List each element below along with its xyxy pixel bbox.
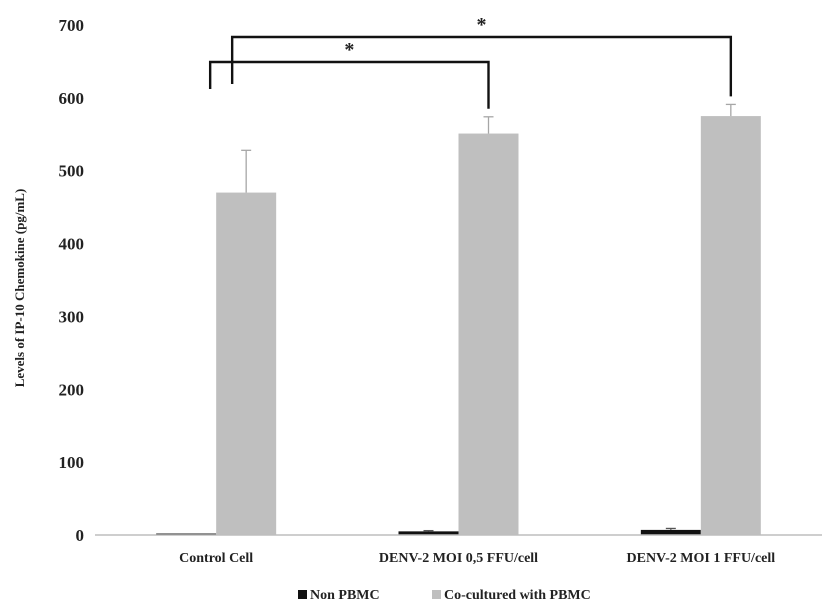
legend: Non PBMC Co-cultured with PBMC <box>298 588 591 603</box>
x-tick-label: Control Cell <box>179 551 253 566</box>
y-tick-label: 500 <box>59 162 85 181</box>
bar <box>398 531 459 535</box>
bar <box>700 116 761 536</box>
y-tick-label: 200 <box>59 380 85 399</box>
legend-swatch <box>298 590 307 599</box>
x-tick-label: DENV-2 MOI 0,5 FFU/cell <box>379 551 538 566</box>
y-tick-label: 400 <box>59 235 85 254</box>
significance-label: * <box>477 14 487 36</box>
y-tick-label: 100 <box>59 453 85 472</box>
y-tick-label: 600 <box>59 89 85 108</box>
significance-label: * <box>344 39 354 61</box>
y-axis: 0 100 200 300 400 500 600 700 <box>59 16 85 545</box>
error-bars <box>241 103 736 532</box>
y-tick-label: 300 <box>59 307 85 326</box>
significance-bracket <box>208 60 490 109</box>
x-tick-label: DENV-2 MOI 1 FFU/cell <box>627 551 776 566</box>
legend-label: Non PBMC <box>310 588 380 603</box>
legend-swatch <box>432 590 441 599</box>
bar <box>458 133 519 536</box>
y-tick-label: 0 <box>76 526 85 545</box>
y-tick-label: 700 <box>59 16 85 35</box>
bar <box>216 192 277 536</box>
bars <box>156 116 761 536</box>
x-axis-categories: Control Cell DENV-2 MOI 0,5 FFU/cell DENV-… <box>179 551 775 566</box>
significance-brackets: ** <box>208 14 733 109</box>
y-axis-label: Levels of IP-10 Chemokine (pg/mL) <box>12 189 27 388</box>
legend-label: Co-cultured with PBMC <box>444 588 591 603</box>
bar <box>640 529 701 535</box>
significance-bracket <box>230 35 733 97</box>
